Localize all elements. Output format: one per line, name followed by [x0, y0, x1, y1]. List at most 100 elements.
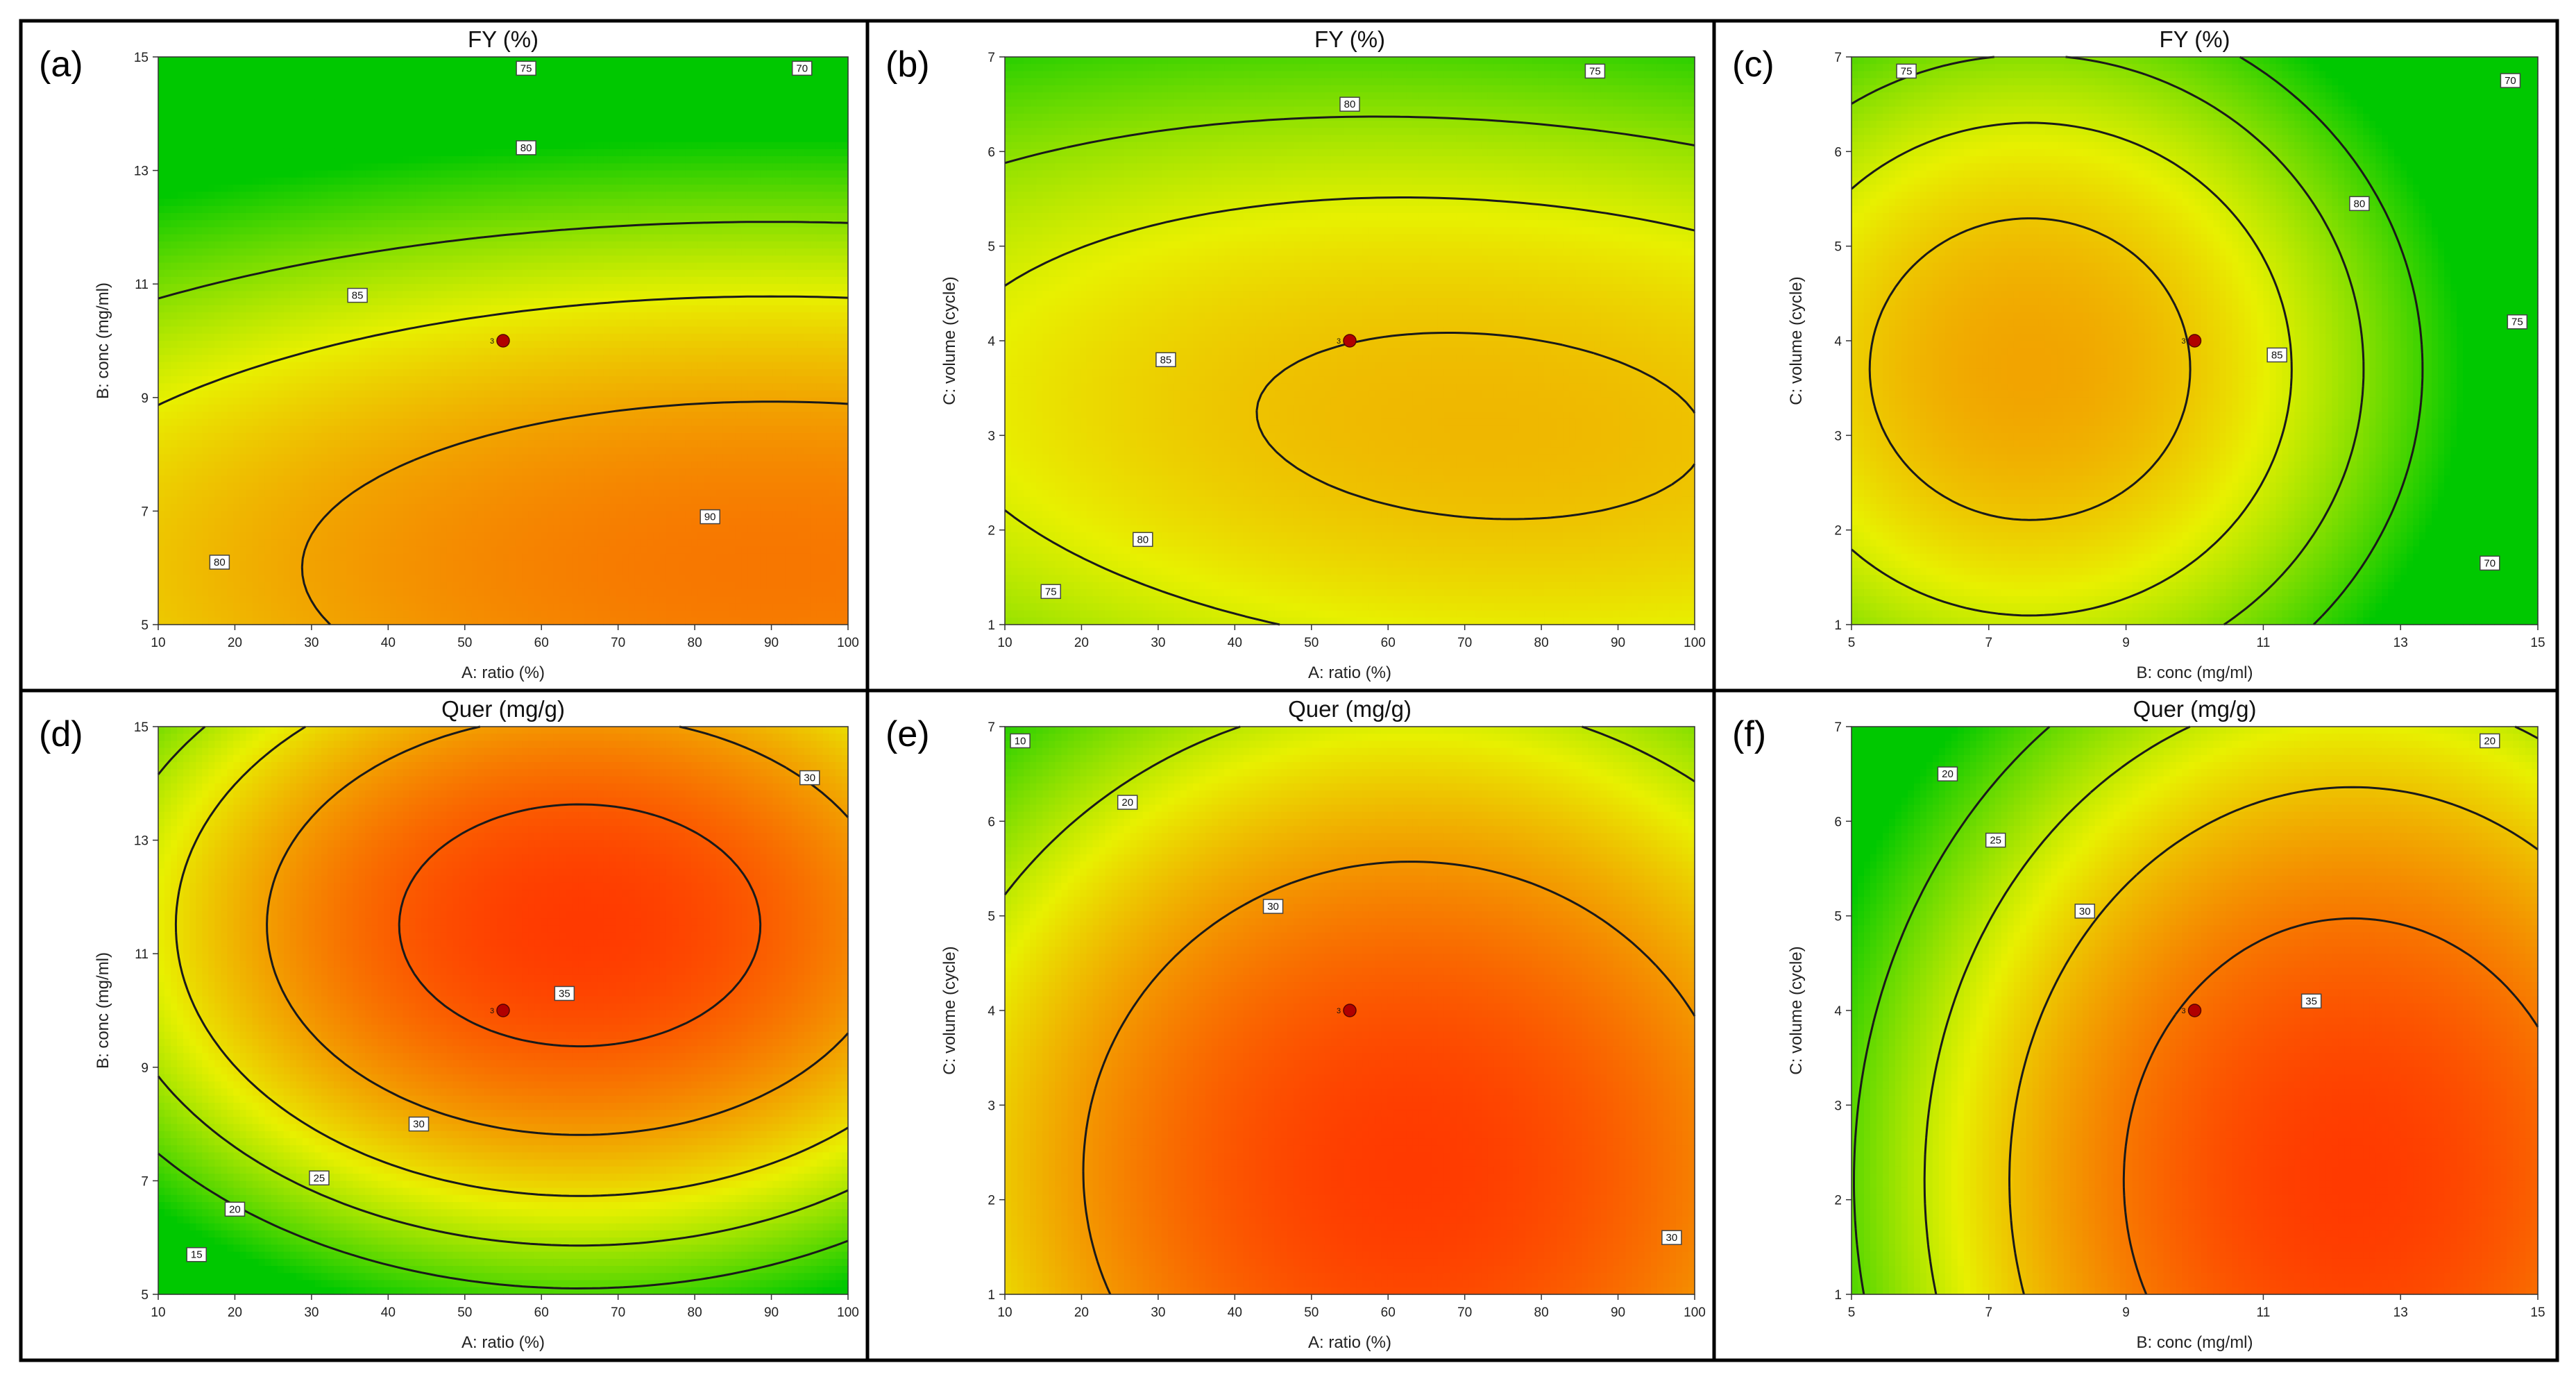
heatmap-cell	[472, 57, 479, 65]
heatmap-cell	[447, 78, 454, 86]
heatmap-cell	[434, 71, 441, 78]
heatmap-cell	[233, 64, 240, 71]
heatmap-cell	[735, 71, 742, 78]
heatmap-cell	[303, 57, 310, 65]
heatmap-cell	[817, 64, 824, 71]
heatmap-cell	[685, 71, 692, 78]
heatmap-cell	[654, 78, 661, 86]
heatmap-cell	[704, 71, 711, 78]
heatmap-cell	[365, 85, 372, 93]
heatmap-cell	[296, 78, 303, 86]
heatmap-cell	[697, 57, 704, 65]
heatmap-cell	[672, 57, 679, 65]
heatmap-cell	[303, 85, 310, 93]
heatmap-cell	[842, 85, 849, 93]
heatmap-cell	[202, 92, 209, 100]
heatmap-cell	[566, 71, 573, 78]
heatmap-cell	[340, 71, 347, 78]
heatmap-cell	[729, 57, 736, 65]
heatmap-cell	[598, 57, 604, 65]
heatmap-cell	[459, 78, 466, 86]
heatmap-cell	[227, 78, 234, 86]
heatmap-cell	[697, 85, 704, 93]
heatmap-cell	[214, 85, 221, 93]
heatmap-cell	[478, 78, 485, 86]
heatmap-cell	[741, 57, 748, 65]
heatmap-cell	[208, 57, 215, 65]
heatmap-cell	[767, 85, 774, 93]
heatmap-cell	[660, 64, 667, 71]
heatmap-cell	[497, 71, 504, 78]
heatmap-cell	[754, 57, 761, 65]
heatmap-cell	[635, 78, 642, 86]
heatmap-cell	[522, 85, 529, 93]
heatmap-cell	[202, 57, 209, 65]
heatmap-cell	[415, 71, 422, 78]
heatmap-cell	[441, 71, 448, 78]
heatmap-cell	[591, 78, 598, 86]
heatmap-cell	[246, 57, 253, 65]
heatmap-cell	[340, 64, 347, 71]
heatmap-cell	[522, 78, 529, 86]
heatmap-cell	[233, 78, 240, 86]
heatmap-cell	[641, 64, 648, 71]
heatmap-cell	[478, 71, 485, 78]
heatmap-cell	[760, 85, 767, 93]
heatmap-cell	[284, 78, 291, 86]
heatmap-cell	[829, 57, 836, 65]
heatmap-cell	[271, 71, 278, 78]
heatmap-cell	[503, 64, 510, 71]
heatmap-cell	[559, 85, 566, 93]
heatmap-cell	[578, 57, 585, 65]
heatmap-cell	[472, 71, 479, 78]
heatmap-cell	[422, 78, 429, 86]
heatmap-cell	[415, 57, 422, 65]
heatmap-cell	[779, 85, 786, 93]
heatmap-cell	[647, 78, 654, 86]
heatmap-cell	[164, 64, 171, 71]
heatmap-cell	[278, 71, 285, 78]
heatmap-cell	[278, 64, 285, 71]
heatmap-cell	[284, 85, 291, 93]
heatmap-cell	[409, 71, 416, 78]
heatmap-cell	[177, 78, 184, 86]
heatmap-cell	[171, 64, 178, 71]
heatmap-cell	[328, 57, 334, 65]
heatmap-cell	[459, 71, 466, 78]
heatmap-cell	[402, 57, 409, 65]
heatmap-cell	[171, 78, 178, 86]
heatmap-cell	[741, 64, 748, 71]
heatmap-cell	[158, 85, 165, 93]
heatmap-cell	[409, 57, 416, 65]
heatmap-cell	[534, 78, 541, 86]
heatmap-cell	[334, 57, 341, 65]
heatmap-cell	[829, 71, 836, 78]
heatmap-cell	[616, 64, 623, 71]
heatmap-cell	[453, 57, 460, 65]
heatmap-cell	[584, 64, 591, 71]
heatmap-cell	[428, 85, 435, 93]
heatmap-cell	[754, 85, 761, 93]
heatmap-cell	[747, 57, 754, 65]
heatmap-cell	[422, 85, 429, 93]
heatmap-cell	[253, 85, 260, 93]
heatmap-cell	[390, 71, 397, 78]
heatmap-cell	[409, 78, 416, 86]
heatmap-cell	[472, 64, 479, 71]
heatmap-cell	[484, 64, 491, 71]
heatmap-cell	[672, 71, 679, 78]
heatmap-cell	[798, 78, 805, 86]
heatmap-cell	[516, 85, 523, 93]
heatmap-cell	[221, 64, 228, 71]
heatmap-cell	[760, 78, 767, 86]
heatmap-cell	[227, 92, 234, 100]
heatmap-cell	[735, 78, 742, 86]
heatmap-cell	[390, 92, 397, 100]
heatmap-cell	[811, 85, 817, 93]
heatmap-cell	[328, 64, 334, 71]
heatmap-cell	[221, 92, 228, 100]
heatmap-cell	[484, 78, 491, 86]
heatmap-cell	[396, 85, 403, 93]
heatmap-cell	[767, 57, 774, 65]
heatmap-cell	[459, 64, 466, 71]
